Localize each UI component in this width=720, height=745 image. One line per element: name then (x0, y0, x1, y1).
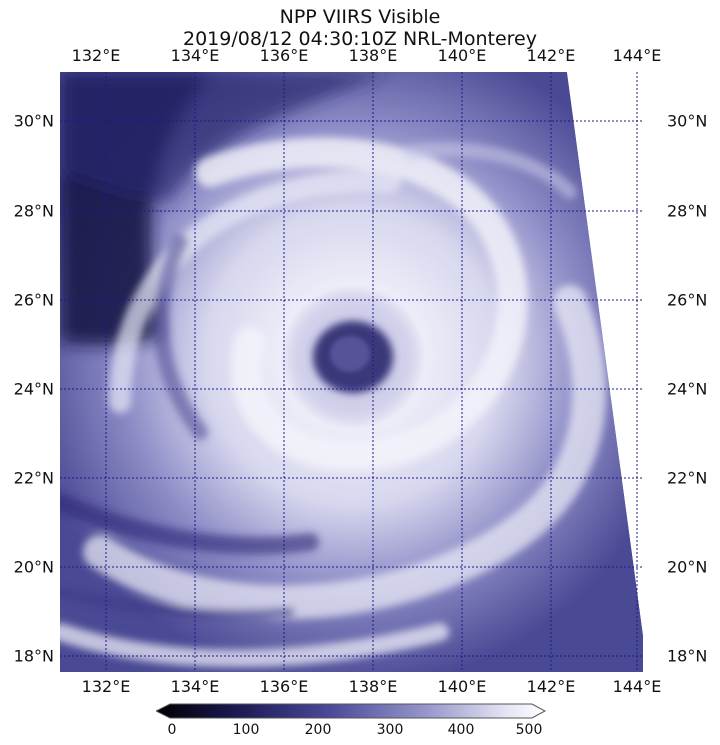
lon-label-top: 140°E (437, 46, 487, 65)
lon-label-top: 144°E (612, 46, 662, 65)
lon-label-top: 136°E (259, 46, 309, 65)
lon-label-top: 142°E (526, 46, 576, 65)
colorbar-tick-label: 300 (376, 722, 404, 738)
colorbar (154, 703, 547, 719)
colorbar-tick-label: 100 (232, 722, 260, 738)
lat-label-left: 28°N (13, 201, 54, 221)
lon-label-bottom: 144°E (612, 677, 662, 696)
lat-label-left: 20°N (13, 557, 54, 577)
lat-label-left: 18°N (13, 646, 54, 666)
lat-label-right: 28°N (667, 201, 708, 221)
colorbar-tick-label: 200 (304, 722, 332, 738)
lon-label-bottom: 136°E (259, 677, 309, 696)
chart-title: NPP VIIRS Visible (279, 6, 441, 28)
colorbar-tick-label: 500 (515, 722, 543, 738)
lat-label-right: 22°N (667, 468, 708, 488)
lat-label-right: 18°N (667, 646, 708, 666)
lon-label-bottom: 140°E (437, 677, 487, 696)
satellite-map[interactable] (60, 72, 643, 672)
lat-label-right: 26°N (667, 290, 708, 310)
lon-label-bottom: 138°E (348, 677, 398, 696)
colorbar-ramp (154, 703, 547, 719)
typhoon-eye (295, 299, 411, 415)
lat-label-right: 30°N (667, 111, 708, 131)
swath-edge (567, 72, 643, 672)
lon-label-bottom: 142°E (526, 677, 576, 696)
lat-label-left: 30°N (13, 111, 54, 131)
lon-label-top: 132°E (71, 46, 121, 65)
lat-label-left: 26°N (13, 290, 54, 310)
lon-label-top: 134°E (170, 46, 220, 65)
lon-label-bottom: 132°E (81, 677, 131, 696)
colorbar-tick-label: 0 (167, 722, 177, 738)
lat-label-left: 22°N (13, 468, 54, 488)
spiral-cloud-bands (60, 137, 607, 668)
lat-label-right: 20°N (667, 557, 708, 577)
chart-subtitle: 2019/08/12 04:30:10Z NRL-Monterey (183, 28, 537, 50)
lon-label-bottom: 134°E (170, 677, 220, 696)
lon-label-top: 138°E (348, 46, 398, 65)
colorbar-tick-label: 400 (447, 722, 475, 738)
clear-sky-region (60, 72, 390, 346)
lat-label-left: 24°N (13, 379, 54, 399)
lat-label-right: 24°N (667, 379, 708, 399)
lat-lon-grid (60, 72, 643, 672)
